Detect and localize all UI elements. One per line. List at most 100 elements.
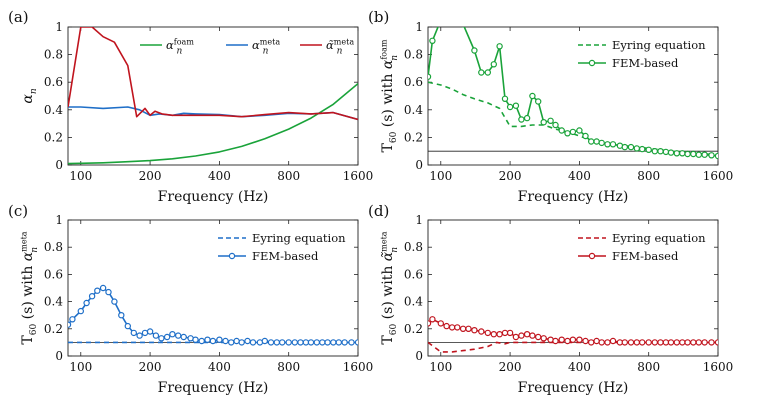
- series-point-fem: [227, 339, 235, 346]
- series-point-fem: [261, 337, 268, 345]
- x-tick-label: 1600: [703, 169, 734, 183]
- series-point-fem: [604, 141, 611, 148]
- series-point-fem: [94, 287, 101, 294]
- series-point-fem: [667, 339, 675, 346]
- y-tick-label: 1: [415, 213, 423, 227]
- y-axis-label-t-sub: 60: [389, 131, 399, 143]
- series-point-fem: [169, 331, 176, 338]
- y-tick-label: 0.2: [44, 322, 63, 336]
- series-point-fem: [627, 339, 635, 346]
- x-tick-label: 400: [208, 360, 231, 374]
- series-point-fem: [428, 73, 432, 80]
- series-point-fem: [662, 339, 670, 346]
- series-point-fem: [512, 102, 520, 109]
- series-point-fem: [604, 339, 611, 346]
- x-tick-label: 800: [637, 169, 660, 183]
- series-point-fem: [679, 339, 686, 346]
- series-point-fem: [535, 333, 542, 341]
- series-point-fem: [714, 339, 718, 346]
- series-point-fem: [679, 150, 686, 157]
- series-point-fem: [564, 337, 571, 345]
- y-axis-label-mid: (s) with: [380, 69, 396, 132]
- series-point-fem: [158, 335, 165, 342]
- y-tick-label: 1: [55, 20, 63, 34]
- series-point-fem: [673, 150, 681, 157]
- series-point-fem: [163, 333, 171, 341]
- series-point-fem: [324, 339, 331, 346]
- y-tick-label: 0.8: [404, 240, 423, 254]
- y-tick-label: 0.6: [404, 267, 423, 281]
- series-point-fem: [576, 127, 583, 134]
- series-point-fem: [569, 128, 577, 136]
- legend-label-alpha-tilde-meta-base: α̃: [326, 38, 334, 52]
- series-point-fem: [267, 339, 275, 346]
- y-axis-label-t-sub: 60: [29, 324, 39, 336]
- y-axis-label-sub: n: [390, 55, 400, 61]
- series-point-fem: [576, 336, 583, 343]
- y-tick-label: 0.2: [44, 130, 63, 144]
- series-point-fem: [598, 339, 605, 346]
- series-point-fem: [88, 293, 96, 300]
- series-point-fem: [651, 339, 659, 346]
- y-tick-label: 0.4: [404, 103, 423, 117]
- legend-label-alpha-foam: αfoam n: [166, 38, 194, 57]
- panel-letter: (a): [8, 8, 29, 26]
- x-tick-label: 1600: [703, 360, 734, 374]
- series-point-fem: [621, 339, 629, 346]
- series-point-fem: [547, 117, 554, 125]
- x-tick-label: 400: [208, 169, 231, 183]
- series-point-fem: [690, 150, 697, 158]
- series-point-fem: [667, 149, 675, 156]
- series-point-fem: [465, 325, 472, 332]
- x-axis-label: Frequency (Hz): [518, 189, 629, 205]
- series-point-fem: [124, 322, 132, 330]
- series-point-fem: [341, 339, 348, 346]
- series-point-fem: [708, 152, 715, 159]
- series-point-fem: [443, 322, 450, 330]
- series-point-fem: [471, 327, 478, 334]
- series-point-fem: [279, 339, 286, 346]
- panel-letter: (c): [8, 202, 28, 220]
- series-point-fem: [701, 151, 708, 158]
- legend-label-fem: FEM-based: [612, 249, 679, 263]
- legend: Eyring equation FEM-based: [218, 231, 346, 263]
- series-point-fem: [335, 339, 342, 346]
- series-point-fem: [192, 336, 199, 343]
- series-point-fem: [273, 339, 280, 346]
- y-axis-label-t-sub: 60: [389, 324, 399, 336]
- legend-label-alpha-meta-base: α: [252, 38, 260, 52]
- series-point-fem: [297, 339, 304, 346]
- legend-label-fem-text: FEM-based: [612, 56, 679, 70]
- y-axis-label-sup: meta: [20, 231, 29, 252]
- series-point-fem: [461, 27, 465, 28]
- y-tick-label: 0.2: [404, 130, 423, 144]
- y-tick-label: 0.8: [44, 240, 63, 254]
- series-point-fem: [633, 339, 641, 346]
- legend-marker-fem: [588, 252, 596, 260]
- series-point-fem: [285, 339, 292, 346]
- series-point-fem: [558, 336, 565, 343]
- x-tick-label: 100: [429, 360, 452, 374]
- series-point-fem: [558, 127, 565, 134]
- x-tick-label: 400: [568, 169, 591, 183]
- x-tick-label: 100: [69, 360, 92, 374]
- x-axis-label: Frequency (Hz): [158, 380, 269, 396]
- series-point-fem: [68, 321, 72, 328]
- legend-label-fem: FEM-based: [252, 249, 319, 263]
- series-point-fem: [633, 145, 641, 152]
- panel-a: (a) 100 200 400 800 1600 0 0.2 0.4 0.6 0.8 1 Frequen…: [8, 8, 373, 205]
- x-tick-label: 200: [139, 360, 162, 374]
- series-point-fem: [673, 339, 681, 346]
- series-point-fem: [83, 299, 90, 307]
- y-axis-label: T60 (s) with αmeta n: [20, 231, 41, 344]
- series-point-fem: [496, 331, 503, 338]
- series-point-fem: [209, 337, 217, 345]
- panel-letter: (d): [368, 202, 389, 220]
- series-point-fem: [564, 130, 571, 137]
- plot-area: [68, 27, 358, 165]
- y-axis-label-base: α̃: [380, 251, 396, 261]
- series-point-fem: [105, 288, 112, 296]
- legend-label-eyring: Eyring equation: [612, 38, 706, 52]
- series-point-fem: [645, 146, 652, 153]
